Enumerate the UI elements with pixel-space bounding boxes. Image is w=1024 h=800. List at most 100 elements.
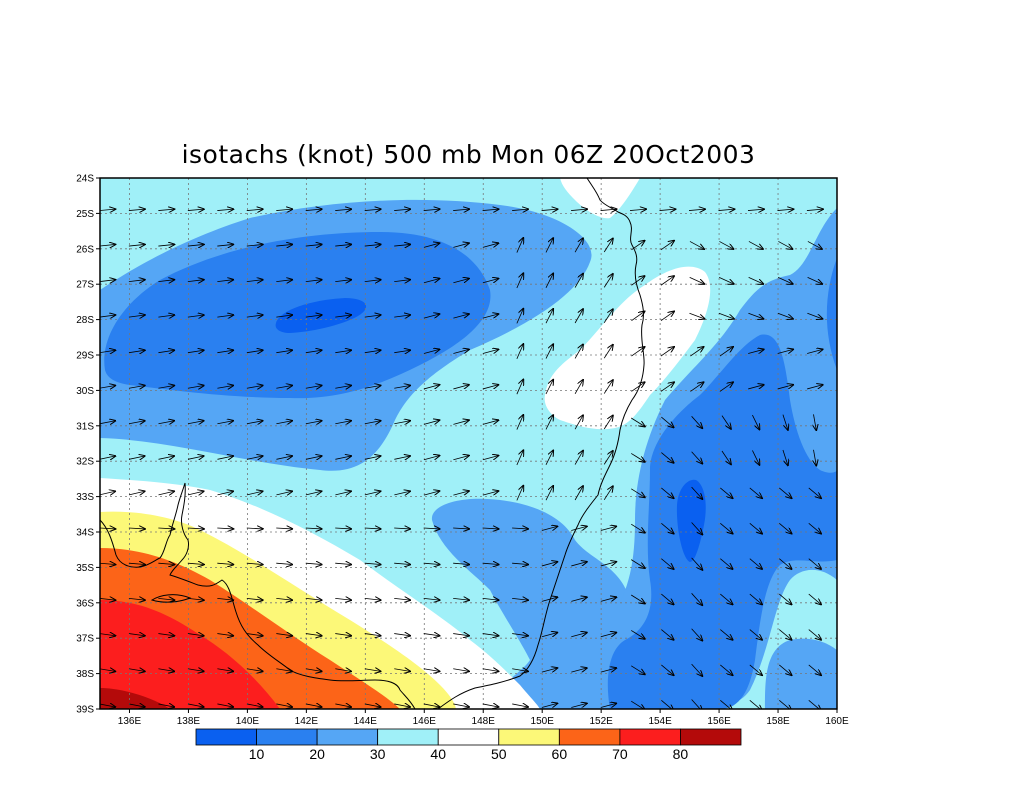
wind-arrow (603, 380, 613, 394)
wind-arrow (217, 563, 233, 564)
wind-arrow (690, 347, 703, 357)
wind-arrow (246, 315, 263, 317)
wind-arrow (187, 209, 204, 210)
colorbar-swatch (558, 728, 621, 746)
wind-arrow (512, 563, 528, 564)
longitude-axis: 136E 138E 140E 142E 144E 146E 148E 150E 152E 154E… (118, 709, 849, 727)
wind-arrow (364, 280, 381, 282)
colorbar-swatch (195, 728, 257, 746)
wind-arrow (545, 486, 553, 501)
wind-arrow (100, 491, 116, 495)
wind-arrow (453, 491, 468, 496)
lat-tick-label: 25S (76, 209, 94, 220)
wind-arrow (394, 669, 410, 672)
wind-arrow (394, 350, 410, 352)
wind-arrow (660, 241, 674, 251)
wind-arrow (571, 703, 586, 708)
wind-arrow (276, 209, 292, 210)
wind-arrow (423, 349, 439, 354)
wind-arrow (545, 238, 553, 253)
wind-arrow (158, 350, 174, 352)
wind-arrow (482, 491, 498, 496)
wind-arrow (574, 451, 583, 465)
wind-arrow (600, 526, 616, 531)
lat-tick-label: 27S (76, 280, 94, 291)
lon-tick-label: 156E (707, 716, 731, 727)
wind-arrow (571, 562, 586, 567)
lon-tick-label: 146E (413, 716, 437, 727)
wind-arrow (779, 629, 791, 640)
wind-arrow (689, 241, 704, 249)
wind-arrow (246, 244, 263, 246)
wind-arrow (100, 669, 115, 672)
wind-arrow (305, 350, 322, 352)
wind-arrow (217, 385, 233, 388)
wind-arrow (752, 450, 759, 464)
wind-arrow (305, 456, 322, 459)
wind-arrow (246, 704, 263, 707)
wind-arrow (453, 634, 469, 636)
wind-arrow (690, 382, 703, 392)
wind-arrow (187, 598, 204, 600)
wind-arrow (246, 421, 263, 424)
wind-arrow (807, 385, 822, 390)
wind-arrow (512, 704, 528, 707)
wind-arrow (541, 526, 557, 531)
wind-arrow (305, 421, 322, 424)
grid-lines (100, 178, 837, 709)
wind-arrow (305, 563, 322, 564)
wind-arrow (187, 315, 204, 317)
wind-arrow (217, 350, 233, 352)
lon-tick-label: 160E (825, 716, 849, 727)
wind-arrow (600, 633, 616, 638)
lat-tick-label: 29S (76, 351, 94, 362)
wind-arrow (394, 528, 410, 529)
wind-arrow (571, 526, 586, 531)
wind-arrow (335, 385, 351, 388)
lon-tick-label: 154E (648, 716, 672, 727)
wind-arrow (100, 209, 115, 210)
wind-arrow (691, 663, 703, 676)
wind-arrow (158, 280, 174, 282)
wind-arrow (335, 634, 351, 636)
wind-arrow (423, 598, 440, 600)
band-80-plus (100, 688, 170, 709)
wind-arrow (423, 528, 440, 529)
wind-arrow (631, 382, 644, 392)
wind-arrow (719, 241, 733, 249)
wind-arrow (453, 563, 469, 564)
wind-arrow (661, 593, 673, 604)
wind-arrow (246, 209, 263, 210)
wind-arrow (453, 704, 469, 707)
wind-arrow (814, 414, 817, 430)
coastline (437, 178, 645, 709)
wind-arrow (482, 528, 499, 529)
wind-arrow (246, 598, 263, 600)
wind-arrow (217, 315, 233, 317)
wind-arrow (603, 309, 613, 324)
wind-arrow (335, 456, 351, 459)
wind-arrow (545, 344, 553, 359)
wind-arrow (807, 241, 822, 249)
wind-arrow (364, 563, 381, 564)
wind-arrow (541, 633, 557, 638)
wind-arrow (661, 487, 673, 498)
wind-arrow (158, 244, 174, 246)
wind-arrow (158, 704, 174, 707)
wind-arrow (720, 664, 732, 675)
coastline (100, 482, 416, 709)
wind-arrow (158, 634, 174, 636)
wind-arrow (516, 450, 523, 466)
band-10-20 (607, 258, 837, 709)
wind-arrow (158, 209, 174, 210)
wind-arrow (512, 669, 528, 672)
wind-arrow (158, 421, 174, 424)
wind-arrow (779, 558, 791, 569)
wind-arrow (100, 456, 116, 459)
wind-arrow (187, 421, 204, 424)
wind-arrow (335, 491, 351, 495)
wind-arrow (749, 487, 762, 498)
wind-arrow (571, 597, 586, 602)
wind-arrow (691, 416, 703, 428)
wind-arrow (661, 523, 673, 533)
